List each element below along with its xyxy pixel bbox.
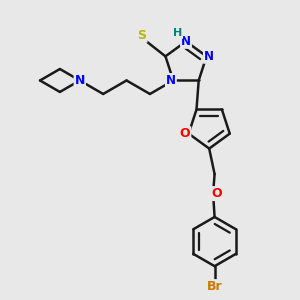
Text: Br: Br — [207, 280, 222, 293]
Text: S: S — [138, 29, 147, 42]
Text: N: N — [204, 50, 214, 63]
Text: H: H — [173, 28, 182, 38]
Text: N: N — [166, 74, 176, 87]
Text: N: N — [181, 35, 191, 48]
Text: O: O — [212, 187, 222, 200]
Text: N: N — [75, 74, 85, 87]
Text: O: O — [180, 127, 190, 140]
